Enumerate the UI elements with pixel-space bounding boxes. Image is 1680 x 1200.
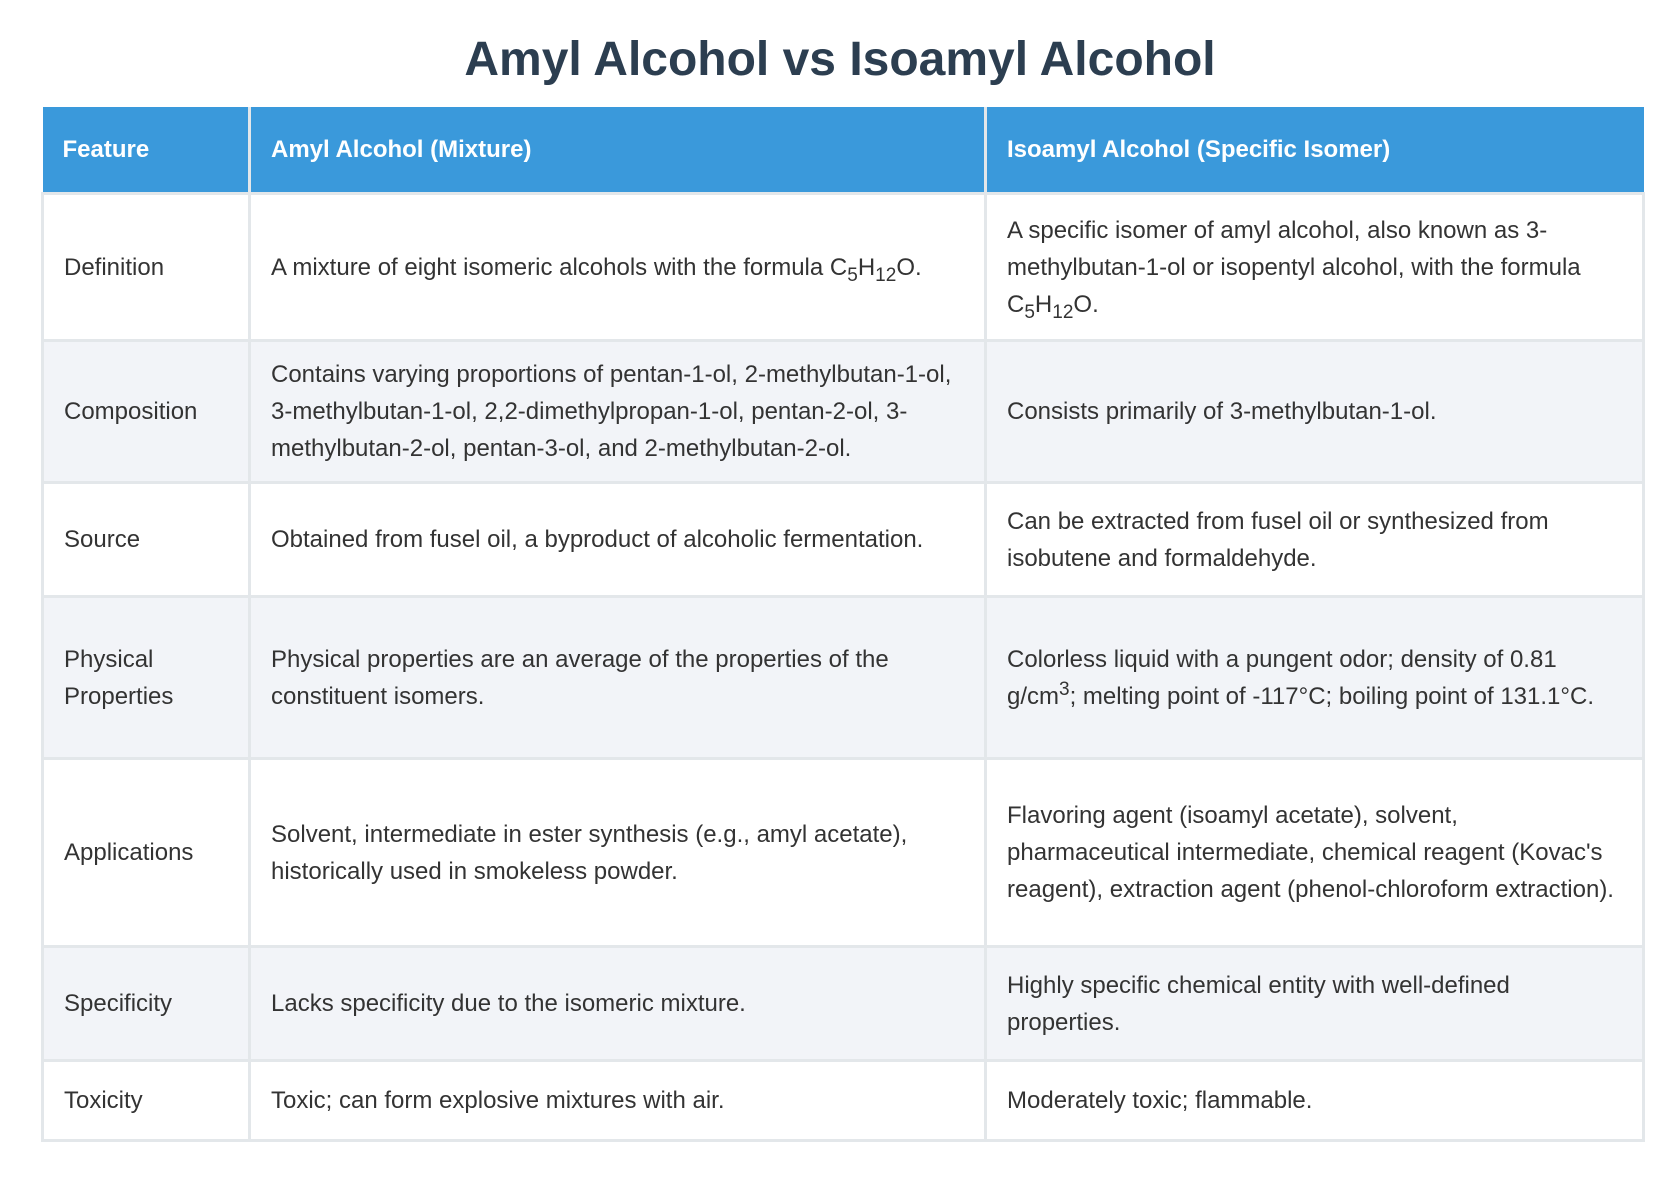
table-row-physical-properties: Physical Properties Physical properties … xyxy=(41,595,1645,760)
isoamyl-cell: Can be extracted from fusel oil or synth… xyxy=(984,481,1645,598)
formula-part: C xyxy=(829,253,848,281)
feature-cell: Physical Properties xyxy=(41,595,251,760)
formula-part: C xyxy=(1007,290,1025,318)
formula-part: H xyxy=(1034,290,1053,318)
isoamyl-cell: Consists primarily of 3-methylbutan-1-ol… xyxy=(984,339,1645,484)
table-row-applications: Applications Solvent, intermediate in es… xyxy=(41,757,1645,948)
isoamyl-cell: Colorless liquid with a pungent odor; de… xyxy=(984,595,1645,760)
feature-cell: Specificity xyxy=(41,945,251,1062)
formula-subscript: 12 xyxy=(1052,301,1074,323)
column-header-amyl: Amyl Alcohol (Mixture) xyxy=(248,107,987,195)
isoamyl-cell: Highly specific chemical entity with wel… xyxy=(984,945,1645,1062)
amyl-cell: Solvent, intermediate in ester synthesis… xyxy=(248,757,987,948)
page-title: Amyl Alcohol vs Isoamyl Alcohol xyxy=(464,33,1216,86)
amyl-cell: A mixture of eight isomeric alcohols wit… xyxy=(248,192,987,342)
amyl-text: A mixture of eight isomeric alcohols wit… xyxy=(271,253,830,281)
isoamyl-cell: Moderately toxic; flammable. xyxy=(984,1059,1645,1142)
feature-cell: Definition xyxy=(41,192,251,342)
amyl-cell: Physical properties are an average of th… xyxy=(248,595,987,760)
table-row-toxicity: Toxicity Toxic; can form explosive mixtu… xyxy=(41,1059,1645,1142)
amyl-cell: Contains varying proportions of pentan-1… xyxy=(248,339,987,484)
formula-part: H xyxy=(857,253,876,281)
formula-subscript: 5 xyxy=(847,264,858,286)
formula-part: O. xyxy=(896,253,922,281)
isoamyl-text: A specific isomer of amyl alcohol, also … xyxy=(1007,216,1581,281)
isoamyl-text: Colorless liquid with a pungent odor; de… xyxy=(1007,645,1557,710)
table-row-source: Source Obtained from fusel oil, a byprod… xyxy=(41,481,1645,598)
superscript: 3 xyxy=(1059,678,1070,700)
table-row-composition: Composition Contains varying proportions… xyxy=(41,339,1645,484)
isoamyl-text: ; melting point of -117°C; boiling point… xyxy=(1069,682,1594,710)
formula-subscript: 5 xyxy=(1024,301,1035,323)
table-row-specificity: Specificity Lacks specificity due to the… xyxy=(41,945,1645,1062)
amyl-cell: Toxic; can form explosive mixtures with … xyxy=(248,1059,987,1142)
table-row-definition: Definition A mixture of eight isomeric a… xyxy=(41,192,1645,342)
comparison-table: Feature Amyl Alcohol (Mixture) Isoamyl A… xyxy=(41,107,1645,1142)
feature-cell: Composition xyxy=(41,339,251,484)
formula-part: O. xyxy=(1073,290,1099,318)
amyl-cell: Lacks specificity due to the isomeric mi… xyxy=(248,945,987,1062)
feature-cell: Toxicity xyxy=(41,1059,251,1142)
formula-subscript: 12 xyxy=(875,264,897,286)
isoamyl-cell: A specific isomer of amyl alcohol, also … xyxy=(984,192,1645,342)
column-header-feature: Feature xyxy=(42,107,251,195)
amyl-cell: Obtained from fusel oil, a byproduct of … xyxy=(248,481,987,598)
column-header-isoamyl: Isoamyl Alcohol (Specific Isomer) xyxy=(984,107,1644,195)
isoamyl-cell: Flavoring agent (isoamyl acetate), solve… xyxy=(984,757,1645,948)
feature-cell: Applications xyxy=(41,757,251,948)
table-header-row: Feature Amyl Alcohol (Mixture) Isoamyl A… xyxy=(42,107,1644,195)
feature-cell: Source xyxy=(41,481,251,598)
